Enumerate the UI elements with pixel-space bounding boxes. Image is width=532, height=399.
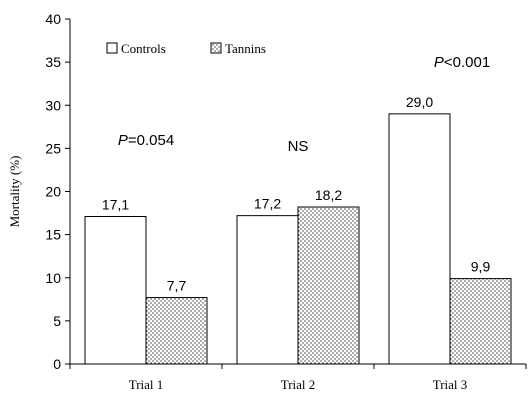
legend-label-tannins: Tannins xyxy=(225,41,266,56)
value-label-controls-trial-3: 29,0 xyxy=(406,94,433,110)
annotation-value: =0.054 xyxy=(128,132,174,149)
annotation-p-prefix: P xyxy=(434,54,444,71)
annotation-trial-1: P=0.054 xyxy=(118,132,174,149)
value-label-tannins-trial-3: 9,9 xyxy=(471,259,491,275)
annotation-value: <0.001 xyxy=(444,54,490,71)
y-tick-label-30: 30 xyxy=(45,97,61,113)
y-tick-label-5: 5 xyxy=(53,313,61,329)
y-tick-label-35: 35 xyxy=(45,54,61,70)
x-tick-label-trial-3: Trial 3 xyxy=(433,377,468,392)
y-axis-label: Mortality (%) xyxy=(7,156,22,228)
annotation-value: NS xyxy=(288,138,309,155)
y-tick-label-10: 10 xyxy=(45,270,61,286)
legend-swatch-controls xyxy=(106,42,118,54)
x-tick-label-trial-2: Trial 2 xyxy=(281,377,316,392)
annotation-p-prefix: P xyxy=(118,132,128,149)
y-tick-label-15: 15 xyxy=(45,227,61,243)
bar-tannins-trial-2 xyxy=(297,206,360,365)
y-tick-label-0: 0 xyxy=(53,356,61,372)
value-label-controls-trial-2: 17,2 xyxy=(254,196,281,212)
y-tick-label-40: 40 xyxy=(45,11,61,27)
value-label-tannins-trial-1: 7,7 xyxy=(167,278,187,294)
y-tick-label-20: 20 xyxy=(45,184,61,200)
x-tick-label-trial-1: Trial 1 xyxy=(129,377,164,392)
bar-controls-trial-2 xyxy=(236,215,299,365)
annotation-trial-3: P<0.001 xyxy=(434,54,490,71)
y-tick-label-25: 25 xyxy=(45,140,61,156)
bar-tannins-trial-3 xyxy=(449,278,512,365)
bar-tannins-trial-1 xyxy=(145,297,208,365)
bar-controls-trial-1 xyxy=(84,216,147,365)
annotation-trial-2: NS xyxy=(288,138,309,155)
value-label-controls-trial-1: 17,1 xyxy=(102,197,129,213)
legend-label-controls: Controls xyxy=(121,41,166,56)
legend-swatch-tannins xyxy=(210,42,222,54)
bar-controls-trial-3 xyxy=(388,113,451,365)
value-label-tannins-trial-2: 18,2 xyxy=(315,187,342,203)
